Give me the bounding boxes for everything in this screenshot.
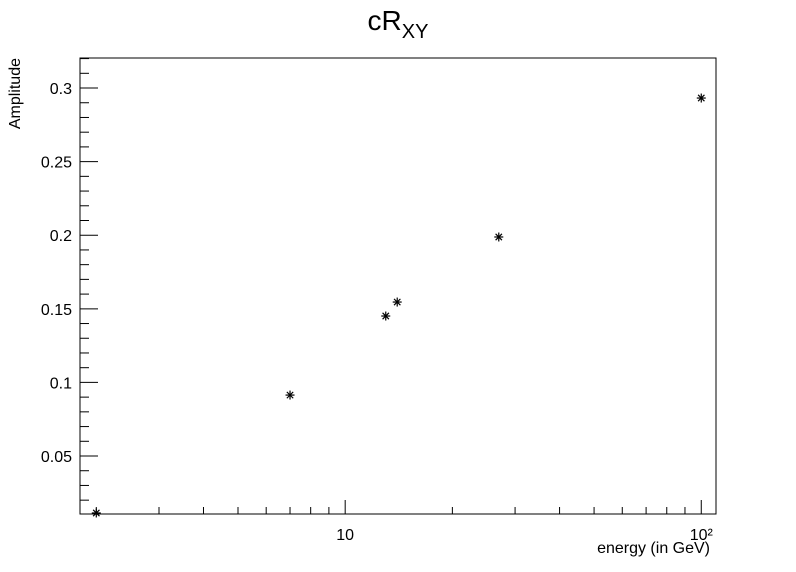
y-tick-label: 0.05 bbox=[41, 449, 72, 466]
data-point bbox=[381, 311, 391, 321]
data-point bbox=[91, 508, 101, 518]
y-tick-label: 0.3 bbox=[50, 81, 72, 98]
y-tick-label: 0.15 bbox=[41, 302, 72, 319]
x-tick-label: 10 bbox=[336, 527, 354, 544]
y-tick-label: 0.1 bbox=[50, 375, 72, 392]
plot-frame bbox=[79, 57, 717, 515]
y-tick-label: 0.25 bbox=[41, 155, 72, 172]
marker-stroke bbox=[495, 233, 503, 241]
marker-stroke bbox=[92, 509, 100, 517]
title-subscript: XY bbox=[402, 21, 429, 43]
y-axis-label: Amplitude bbox=[7, 58, 24, 129]
marker-stroke bbox=[393, 298, 401, 306]
marker-stroke bbox=[697, 94, 705, 102]
x-axis-label: energy (in GeV) bbox=[597, 540, 710, 557]
marker-stroke bbox=[286, 391, 294, 399]
data-point bbox=[392, 297, 402, 307]
data-point bbox=[696, 93, 706, 103]
marker-stroke bbox=[382, 312, 390, 320]
y-tick-label: 0.2 bbox=[50, 228, 72, 245]
data-point bbox=[285, 390, 295, 400]
data-point bbox=[494, 232, 504, 242]
title-main: cR bbox=[368, 5, 402, 36]
chart-title: cRXY bbox=[368, 5, 429, 43]
x-tick-label: 10² bbox=[690, 527, 714, 544]
